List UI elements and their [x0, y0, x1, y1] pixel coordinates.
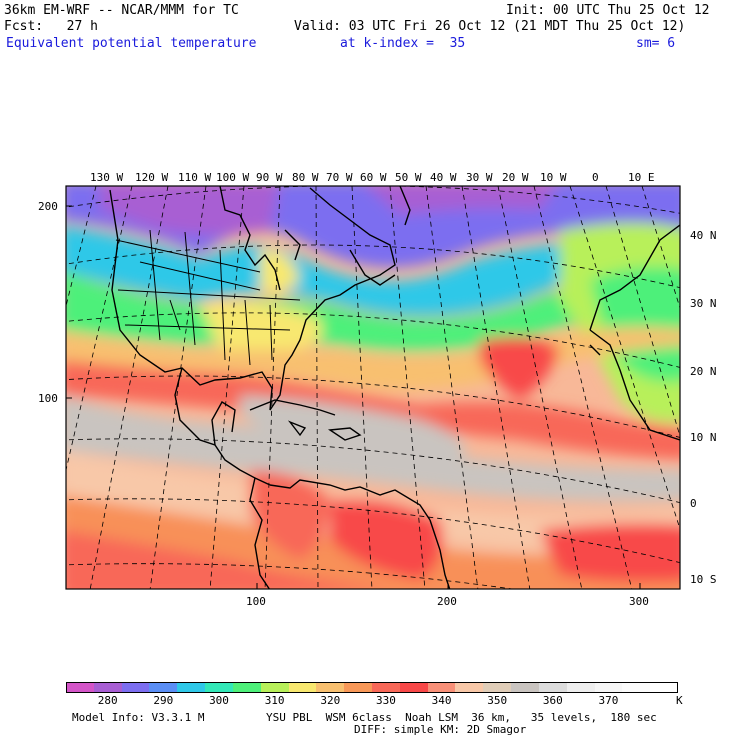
lon-label-90w: 90 W — [256, 171, 283, 184]
colorbar-swatch — [483, 682, 512, 693]
colorbar-frame — [66, 682, 678, 693]
k-index: at k-index = 35 — [340, 36, 466, 51]
colorbar-swatch — [399, 682, 429, 693]
grid-label-y-200: 200 — [38, 200, 58, 213]
lon-label-20w: 20 W — [502, 171, 529, 184]
forecast-hour: Fcst: 27 h — [4, 19, 98, 34]
colorbar-swatch — [538, 682, 568, 693]
lon-label-30w: 30 W — [466, 171, 493, 184]
colorbar-label: 320 — [320, 694, 341, 707]
colorbar-swatch — [427, 682, 456, 693]
colorbar-swatch — [511, 682, 540, 693]
coastlines — [109, 186, 680, 589]
lon-label-130w: 130 W — [90, 171, 124, 184]
colorbar-swatch — [650, 682, 679, 693]
colorbar-label: 310 — [264, 694, 285, 707]
model-title: 36km EM-WRF -- NCAR/MMM for TC — [4, 3, 239, 18]
colorbar-swatch — [121, 682, 150, 693]
lon-label-40w: 40 W — [430, 171, 457, 184]
lon-label-0: 0 — [592, 171, 599, 184]
smoothing: sm= 6 — [636, 36, 676, 51]
lat-label-20n: 20 N — [690, 365, 717, 378]
lat-label-0: 0 — [690, 497, 697, 510]
colorbar-swatch — [455, 682, 484, 693]
colorbar-label: 280 — [97, 694, 118, 707]
colorbar-swatch — [622, 682, 651, 693]
colorbar-swatch — [232, 682, 262, 693]
colorbar-unit: K — [676, 694, 683, 707]
colorbar-swatch — [344, 682, 373, 693]
lon-label-80w: 80 W — [292, 171, 319, 184]
lon-label-120w: 120 W — [135, 171, 169, 184]
colorbar-swatch — [260, 682, 290, 693]
frame-ticks — [66, 205, 641, 589]
physics-line-1: YSU PBL WSM 6class Noah LSM 36 km, 35 le… — [266, 711, 657, 724]
lat-label-10n: 10 N — [690, 431, 717, 444]
lon-label-10w: 10 W — [540, 171, 567, 184]
lat-label-10s: 10 S — [690, 573, 717, 586]
political-borders — [115, 229, 301, 366]
grid-label-x-300: 300 — [629, 595, 649, 608]
colorbar-swatch — [372, 682, 401, 693]
colorbar-swatch — [66, 682, 95, 693]
colorbar-swatch — [594, 682, 623, 693]
colorbar-label: 370 — [598, 694, 619, 707]
grid-label-y-100: 100 — [38, 392, 58, 405]
colorbar-swatch — [288, 682, 317, 693]
colorbar-swatch — [149, 682, 178, 693]
colorbar-label: 340 — [431, 694, 452, 707]
colorbar-swatch — [566, 682, 596, 693]
field-shading — [66, 186, 680, 589]
lon-label-50w: 50 W — [395, 171, 422, 184]
colorbar-label: 330 — [375, 694, 396, 707]
colorbar-swatch — [316, 682, 345, 693]
colorbar-swatch — [93, 682, 123, 693]
valid-time: Valid: 03 UTC Fri 26 Oct 12 (21 MDT Thu … — [294, 19, 686, 34]
map-frame — [65, 185, 681, 590]
grid-label-x-200: 200 — [437, 595, 457, 608]
lon-label-60w: 60 W — [360, 171, 387, 184]
init-time: Init: 00 UTC Thu 25 Oct 12 — [506, 3, 710, 18]
lon-label-70w: 70 W — [326, 171, 353, 184]
lat-label-40n: 40 N — [690, 229, 717, 242]
lon-label-110w: 110 W — [178, 171, 212, 184]
colorbar-swatch — [177, 682, 206, 693]
colorbar-label: 290 — [153, 694, 174, 707]
lon-label-100w: 100 W — [216, 171, 250, 184]
field-name: Equivalent potential temperature — [6, 36, 257, 51]
colorbar-swatch — [205, 682, 234, 693]
physics-line-2: DIFF: simple KM: 2D Smagor — [354, 723, 527, 736]
grid-label-x-100: 100 — [246, 595, 266, 608]
lon-label-10e: 10 E — [628, 171, 655, 184]
lat-label-30n: 30 N — [690, 297, 717, 310]
lat-lon-grid — [66, 186, 680, 589]
colorbar-label: 300 — [209, 694, 229, 707]
colorbar-label: 350 — [487, 694, 508, 707]
model-info: Model Info: V3.3.1 M — [72, 711, 205, 724]
colorbar-label: 360 — [542, 694, 563, 707]
